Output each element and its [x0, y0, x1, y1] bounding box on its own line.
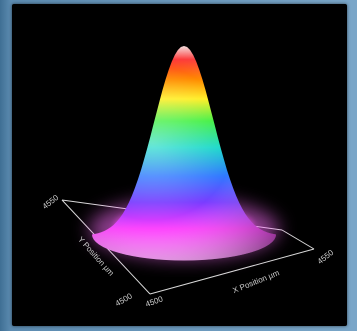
- x-tick-0: 4500: [144, 294, 164, 309]
- beam-profile-plot: 4500 4550 X Position µm 4550 4500 Y Posi…: [41, 46, 336, 309]
- plot-frame: 4500 4550 X Position µm 4550 4500 Y Posi…: [12, 4, 347, 326]
- y-tick-0: 4550: [41, 193, 61, 211]
- x-tick-1: 4550: [316, 248, 336, 266]
- x-axis-label: X Position µm: [231, 268, 281, 295]
- y-tick-1: 4500: [114, 291, 134, 308]
